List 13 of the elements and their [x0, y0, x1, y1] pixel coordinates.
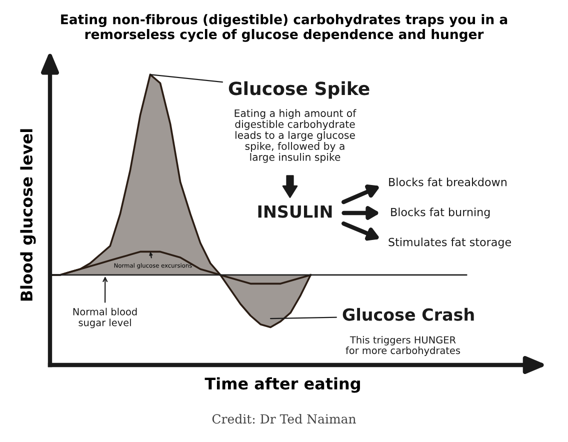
- text: Blocks fat breakdown: [389, 178, 506, 186]
- text: Blocks fat burning: [391, 208, 490, 218]
- annotation: Glucose Spike: [228, 81, 370, 99]
- annotation: Eating a high amount of digestible carbohydrate leads to a large glucose spike, followed by a large insulin spike: [234, 109, 356, 163]
- y-axis-title: Blood glucose level: [20, 129, 36, 301]
- text: Stimulates fat storage: [388, 238, 511, 248]
- x-axis-title: Time after eating: [204, 377, 360, 393]
- text: This triggers HUNGER for more carbohydrates: [346, 336, 460, 356]
- text: Glucose Crash: [342, 308, 474, 321]
- text: Credit: Dr Ted Naiman: [212, 414, 356, 424]
- chart-title: Eating non-fibrous (digestible) carbohydrates traps you in a remorseless cycle of glucose dependence and hunger: [61, 14, 508, 42]
- annotation: INSULIN: [258, 205, 332, 218]
- ref-line-label: Normal blood sugar level: [73, 308, 137, 328]
